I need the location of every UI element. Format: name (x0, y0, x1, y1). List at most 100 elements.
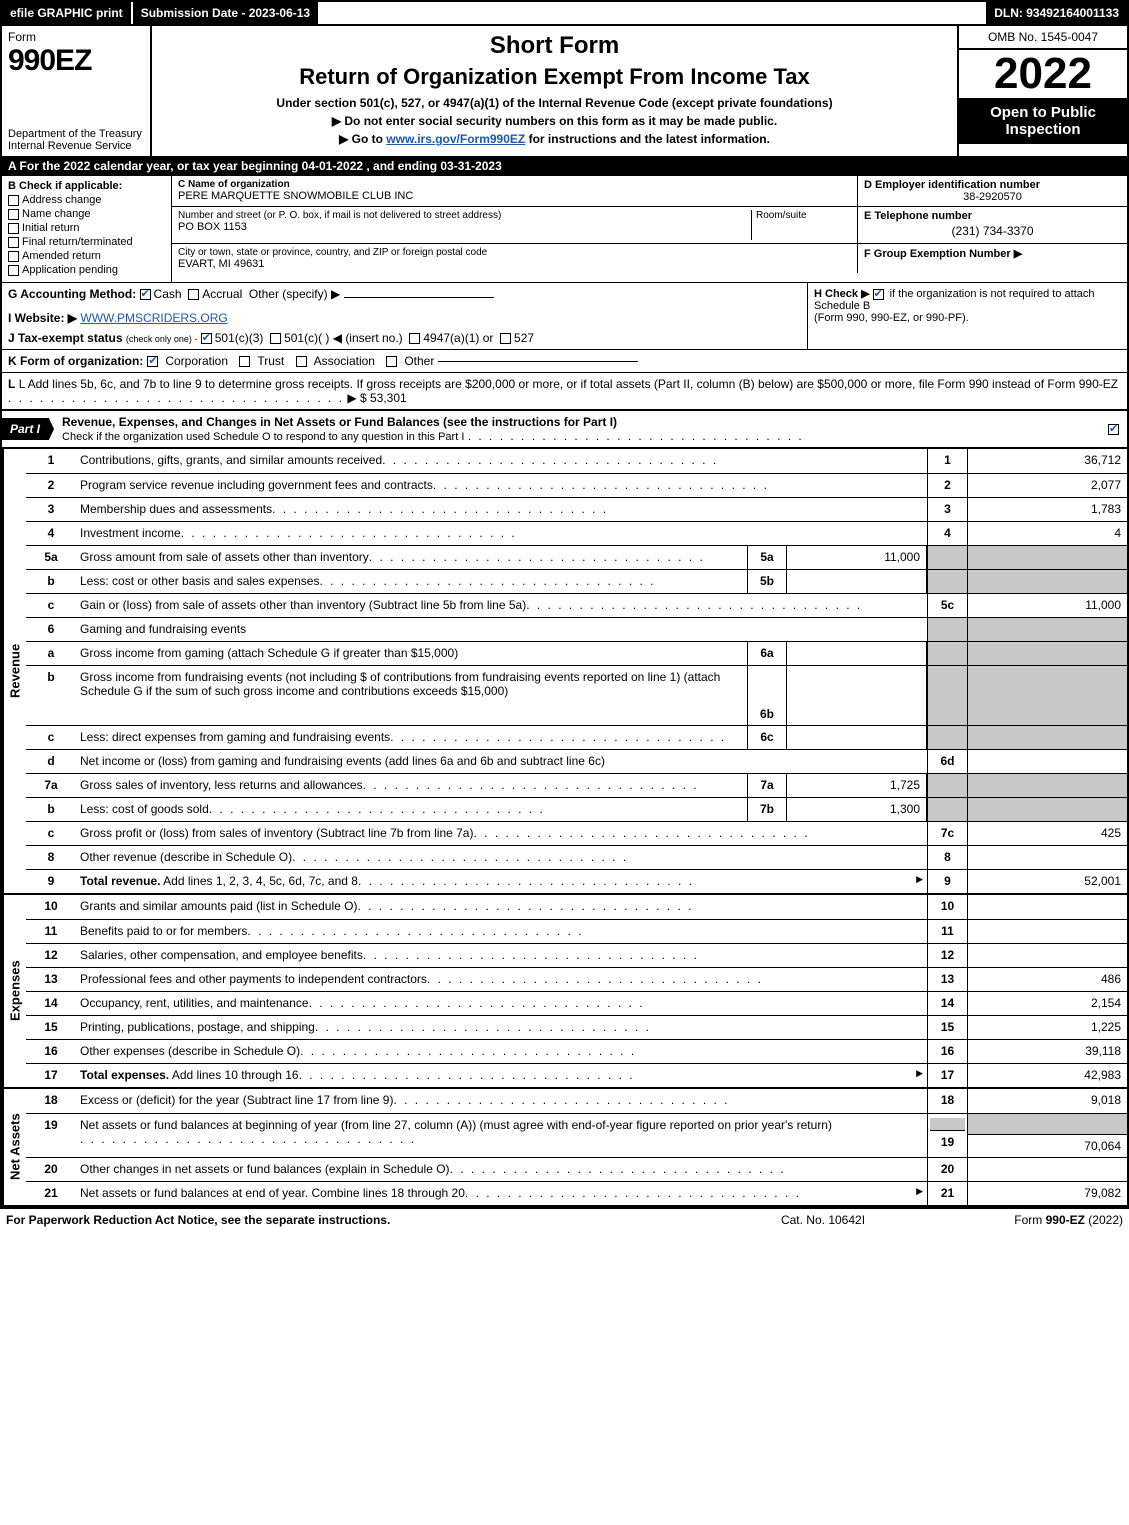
section-g: G Accounting Method: Cash Accrual Other … (2, 283, 807, 349)
chk-cash[interactable] (140, 289, 151, 300)
omb-number: OMB No. 1545-0047 (959, 26, 1127, 50)
irs-link[interactable]: www.irs.gov/Form990EZ (386, 132, 525, 146)
right-header-block: OMB No. 1545-0047 2022 Open to Public In… (957, 26, 1127, 156)
r1-rn: 1 (927, 449, 967, 473)
r11-rn: 11 (927, 920, 967, 943)
footer-left: For Paperwork Reduction Act Notice, see … (6, 1213, 723, 1227)
chk-accrual[interactable] (188, 289, 199, 300)
chk-final-return[interactable]: Final return/terminated (8, 236, 165, 248)
r15-desc: Printing, publications, postage, and shi… (80, 1020, 315, 1035)
part1-header: Part I Revenue, Expenses, and Changes in… (0, 411, 1129, 449)
r11-rv (967, 920, 1127, 943)
r21-rv: 79,082 (967, 1182, 1127, 1205)
r18-rn: 18 (927, 1089, 967, 1113)
form-header: Form 990EZ Department of the Treasury In… (0, 26, 1129, 156)
r6c-rv (967, 726, 1127, 749)
r19-desc: Net assets or fund balances at beginning… (80, 1118, 832, 1132)
row-16: 16 Other expenses (describe in Schedule … (26, 1039, 1127, 1063)
r6b-iv (787, 666, 927, 725)
r6a-num: a (26, 642, 76, 665)
chk-other-org[interactable] (386, 356, 397, 367)
telephone-value: (231) 734-3370 (864, 222, 1121, 240)
chk-association[interactable] (296, 356, 307, 367)
side-expenses: Expenses (2, 895, 26, 1087)
part1-checkbox[interactable] (1103, 422, 1127, 436)
r16-rn: 16 (927, 1040, 967, 1063)
arrow-icon: ▶ (916, 1186, 923, 1201)
r4-desc: Investment income (80, 526, 181, 541)
r14-num: 14 (26, 992, 76, 1015)
r3-desc: Membership dues and assessments (80, 502, 272, 517)
submission-date-button[interactable]: Submission Date - 2023-06-13 (133, 2, 320, 24)
b-header: B Check if applicable: (8, 180, 165, 192)
r21-num: 21 (26, 1182, 76, 1205)
ein-value: 38-2920570 (864, 191, 1121, 203)
r16-num: 16 (26, 1040, 76, 1063)
r20-desc: Other changes in net assets or fund bala… (80, 1162, 450, 1177)
chk-schedule-b[interactable] (873, 289, 884, 300)
r7b-num: b (26, 798, 76, 821)
r13-desc: Professional fees and other payments to … (80, 972, 427, 987)
chk-trust[interactable] (239, 356, 250, 367)
k-corp: Corporation (165, 354, 228, 368)
r19-rv-wrap: 70,064 (967, 1114, 1127, 1157)
r12-rv (967, 944, 1127, 967)
dept-label: Department of the Treasury Internal Reve… (8, 128, 144, 152)
k-trust: Trust (257, 354, 284, 368)
j-label: J Tax-exempt status (8, 331, 123, 345)
chk-amended-return[interactable]: Amended return (8, 250, 165, 262)
j-sub: (check only one) - (126, 334, 198, 344)
group-exemption-label: F Group Exemption Number ▶ (864, 248, 1022, 260)
r7b-rn (927, 798, 967, 821)
top-spacer (320, 2, 986, 24)
chk-corporation[interactable] (147, 356, 158, 367)
chk-address-change[interactable]: Address change (8, 194, 165, 206)
side-netassets: Net Assets (2, 1089, 26, 1205)
section-h: H Check ▶ if the organization is not req… (807, 283, 1127, 349)
chk-527[interactable] (500, 333, 511, 344)
section-f: F Group Exemption Number ▶ (857, 244, 1127, 273)
k-assoc: Association (314, 354, 375, 368)
r19-rn: 19 (930, 1130, 965, 1153)
r5a-rv (967, 546, 1127, 569)
r20-num: 20 (26, 1158, 76, 1181)
website-link[interactable]: WWW.PMSCRIDERS.ORG (80, 311, 227, 325)
r10-num: 10 (26, 895, 76, 919)
chk-application-pending[interactable]: Application pending (8, 264, 165, 276)
row-6: 6 Gaming and fundraising events (26, 617, 1127, 641)
l-value: 53,301 (370, 391, 407, 405)
goto-pre: ▶ Go to (339, 132, 386, 146)
r4-rn: 4 (927, 522, 967, 545)
efile-print-button[interactable]: efile GRAPHIC print (2, 2, 133, 24)
r5c-rn: 5c (927, 594, 967, 617)
r21-desc: Net assets or fund balances at end of ye… (80, 1186, 465, 1201)
chk-name-change[interactable]: Name change (8, 208, 165, 220)
c-name-label: C Name of organization (178, 179, 851, 190)
r11-desc: Benefits paid to or for members (80, 924, 247, 939)
r18-desc: Excess or (deficit) for the year (Subtra… (80, 1093, 393, 1109)
l-text: L Add lines 5b, 6c, and 7b to line 9 to … (19, 377, 1118, 391)
r9-rv: 52,001 (967, 870, 1127, 893)
chk-501c[interactable] (270, 333, 281, 344)
r3-num: 3 (26, 498, 76, 521)
section-b: B Check if applicable: Address change Na… (2, 176, 172, 282)
r8-desc: Other revenue (describe in Schedule O) (80, 850, 292, 865)
j-501c: 501(c)( ) ◀ (insert no.) (284, 331, 403, 345)
r7a-in: 7a (747, 774, 787, 797)
top-bar: efile GRAPHIC print Submission Date - 20… (0, 0, 1129, 26)
chk-501c3[interactable] (201, 333, 212, 344)
g-accrual: Accrual (202, 287, 242, 301)
city-value: EVART, MI 49631 (178, 258, 851, 270)
subtitle-goto: ▶ Go to www.irs.gov/Form990EZ for instru… (162, 132, 947, 146)
city-label: City or town, state or province, country… (178, 247, 851, 258)
r8-rv (967, 846, 1127, 869)
r16-desc: Other expenses (describe in Schedule O) (80, 1044, 300, 1059)
r12-num: 12 (26, 944, 76, 967)
r7c-desc: Gross profit or (loss) from sales of inv… (80, 826, 473, 841)
chk-initial-return[interactable]: Initial return (8, 222, 165, 234)
r17-rv: 42,983 (967, 1064, 1127, 1087)
r6b-rn (927, 666, 967, 725)
r19-rn-wrap: 19 (927, 1114, 967, 1157)
section-c-wrapper: C Name of organization PERE MARQUETTE SN… (172, 176, 1127, 282)
chk-4947[interactable] (409, 333, 420, 344)
